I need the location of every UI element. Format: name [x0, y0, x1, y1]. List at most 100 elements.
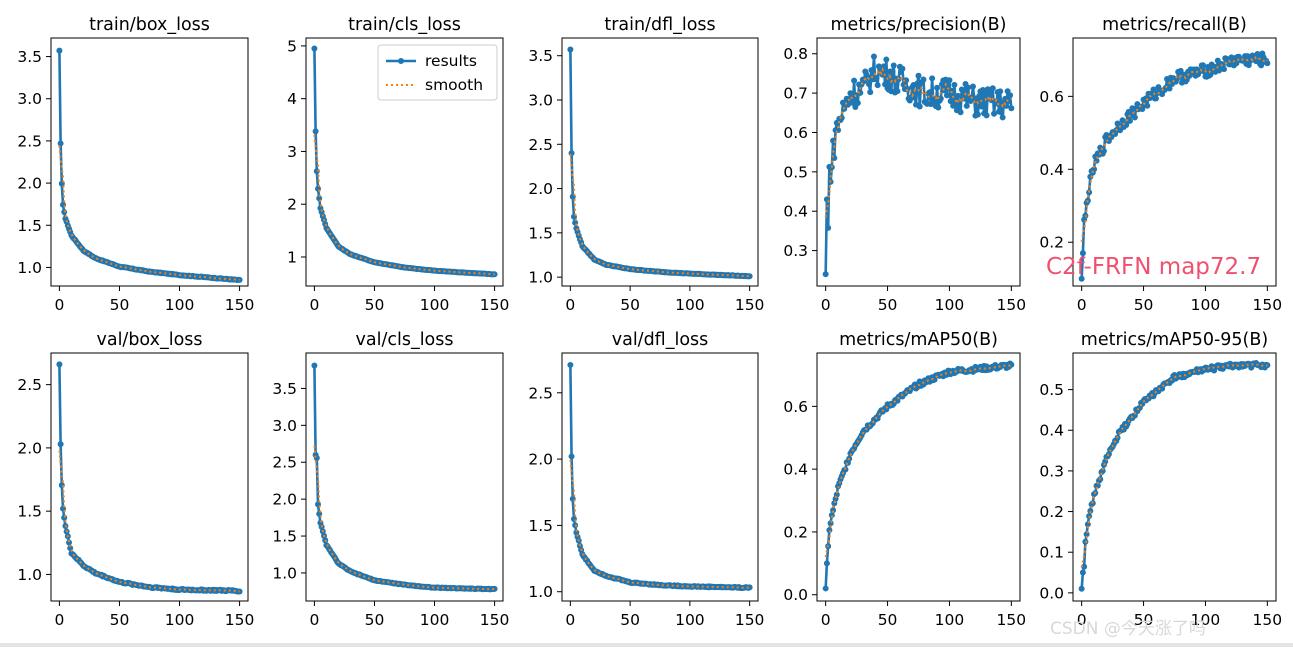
results-point	[56, 361, 63, 368]
results-point	[1131, 114, 1138, 121]
results-point	[955, 92, 962, 99]
x-tick-label: 50	[878, 611, 898, 629]
results-point	[1177, 67, 1184, 74]
results-point	[1081, 563, 1088, 570]
subplot-title: val/cls_loss	[356, 330, 454, 350]
results-point	[868, 67, 875, 74]
results-point	[999, 114, 1006, 121]
y-tick-label: 0.2	[783, 523, 808, 541]
results-point	[1079, 569, 1086, 576]
axes-frame	[816, 37, 1021, 287]
results-point	[883, 56, 890, 63]
results-point	[491, 271, 498, 278]
y-tick-label: 3.5	[17, 48, 42, 66]
results-point	[963, 102, 970, 109]
results-point	[934, 84, 941, 91]
x-tick-label: 150	[1253, 296, 1283, 314]
y-tick-label: 3	[287, 143, 297, 161]
x-tick-label: 50	[1134, 296, 1154, 314]
results-line	[313, 365, 495, 591]
y-tick-label: 2.0	[528, 451, 553, 469]
x-tick-label: 0	[54, 611, 64, 629]
results-point	[1099, 467, 1106, 474]
x-tick-label: 50	[365, 296, 385, 314]
y-tick-label: 2.5	[17, 376, 42, 394]
legend-smooth-label: smooth	[425, 76, 483, 94]
y-tick-label: 2.5	[528, 136, 553, 154]
results-point	[889, 68, 896, 75]
y-tick-label: 3.0	[528, 92, 553, 110]
results-point	[989, 85, 996, 92]
results-point	[1152, 95, 1159, 102]
x-tick-label: 50	[110, 611, 130, 629]
subplot-9: metrics/mAP50-95(B) 0 50 100 150 0.0 0.1 0.2 0.3…	[1039, 330, 1282, 629]
results-point	[947, 98, 954, 105]
results-point	[929, 75, 936, 82]
y-tick-label: 2.5	[272, 454, 297, 472]
x-tick-label: 100	[675, 296, 705, 314]
axes-frame	[305, 37, 504, 287]
subplot-7: val/dfl_loss 0 50 100 150 1.0 1.5 2.0 2.5	[528, 330, 764, 629]
subplot-title: metrics/mAP50-95(B)	[1081, 330, 1268, 350]
results-point	[976, 93, 983, 100]
y-tick-label: 3.5	[272, 380, 297, 398]
y-tick-label: 1.5	[17, 217, 42, 235]
results-point	[951, 81, 958, 88]
results-point	[1166, 85, 1173, 92]
results-point	[312, 128, 319, 135]
results-point	[568, 150, 575, 157]
smooth-line	[58, 145, 240, 281]
results-point	[958, 86, 965, 93]
results-point	[916, 103, 923, 110]
x-tick-label: 100	[165, 611, 195, 629]
results-line	[1080, 361, 1268, 589]
x-tick-label: 50	[365, 611, 385, 629]
results-line	[1080, 52, 1269, 279]
results-point	[965, 84, 972, 91]
results-point	[867, 89, 874, 96]
y-tick-label: 0.7	[783, 85, 808, 103]
results-point	[825, 224, 832, 231]
results-line	[58, 50, 240, 282]
results-point	[1078, 275, 1085, 282]
subplot-title: val/dfl_loss	[612, 330, 709, 350]
y-tick-label: 1.5	[528, 517, 553, 535]
axes-frame	[50, 352, 249, 602]
subplot-title: train/cls_loss	[348, 15, 461, 35]
results-point	[236, 276, 243, 283]
y-tick-label: 5	[287, 37, 297, 55]
axes-frame	[1072, 352, 1277, 602]
x-tick-label: 0	[821, 611, 831, 629]
results-point	[957, 109, 964, 116]
y-tick-label: 1.5	[528, 224, 553, 242]
results-line	[569, 364, 751, 590]
y-tick-label: 0.4	[783, 461, 808, 479]
y-tick-label: 0.8	[783, 45, 808, 63]
y-tick-label: 3.0	[17, 90, 42, 108]
results-point	[1119, 117, 1126, 124]
results-point	[311, 362, 318, 369]
results-point	[880, 63, 887, 70]
y-tick-label: 2.0	[528, 180, 553, 198]
x-tick-label: 50	[1134, 611, 1154, 629]
results-point	[978, 103, 985, 110]
results-point	[1131, 412, 1138, 419]
results-point	[830, 137, 837, 144]
results-point	[960, 91, 967, 98]
results-point	[236, 588, 243, 595]
smooth-line	[569, 459, 750, 589]
y-tick-label: 1.5	[272, 528, 297, 546]
results-point	[969, 83, 976, 90]
axes-frame	[561, 352, 759, 602]
y-tick-label: 0.3	[783, 242, 808, 260]
subplot-3: metrics/precision(B) 0 50 100 150 0.3 0.4 0.5 0.…	[783, 15, 1026, 314]
y-tick-label: 0.5	[1039, 381, 1064, 399]
x-tick-label: 0	[1077, 296, 1087, 314]
x-tick-label: 50	[620, 296, 640, 314]
results-point	[915, 72, 922, 79]
x-tick-label: 0	[565, 296, 575, 314]
axes-frame	[816, 352, 1021, 602]
results-point	[926, 89, 933, 96]
y-tick-label: 0.2	[1039, 234, 1064, 252]
